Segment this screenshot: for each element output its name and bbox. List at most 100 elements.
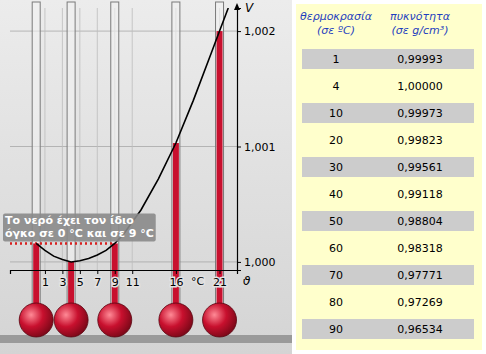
annotation-patch <box>3 213 156 241</box>
y-tick-mark <box>237 147 241 148</box>
x-tick: 21 <box>213 270 227 289</box>
liquid-column <box>173 143 179 270</box>
x-axis-title: ϑ <box>243 274 251 288</box>
table-cell: 10 <box>329 107 343 120</box>
flask-bulb <box>203 303 237 337</box>
table-cell: 0,98318 <box>397 242 443 255</box>
table-background <box>296 4 482 350</box>
x-axis: 13579 11 16 21 <box>11 270 238 289</box>
table-cell: 0,99993 <box>397 53 443 66</box>
liquid-column <box>112 243 118 270</box>
table-cell: 1,00000 <box>397 80 443 93</box>
y-tick: 1,000 <box>237 256 276 269</box>
chart-background <box>0 0 292 354</box>
flask-bulb <box>54 303 88 337</box>
y-axis-title: V <box>245 1 254 15</box>
table-header: πυκνότητα(σε g/cm³) <box>390 10 451 37</box>
table-cell: 90 <box>329 323 343 336</box>
grid-line-y <box>10 31 237 32</box>
table-row-band <box>302 265 474 285</box>
y-tick-mark <box>237 262 241 263</box>
chart-root: 135791116211,0001,0011,002Vϑ°CΤο νερό έχ… <box>0 0 486 354</box>
x-tick-mark <box>62 270 63 274</box>
table-header-line: (σε g/cm³) <box>392 24 449 37</box>
table-cell: 0,99973 <box>397 107 443 120</box>
x-tick-label: 1 <box>42 276 49 289</box>
liquid-column <box>217 31 223 270</box>
y-tick-label: 1,001 <box>244 141 276 154</box>
x-tick-label: 11 <box>126 276 140 289</box>
y-tick: 1,002 <box>237 25 276 38</box>
table-cell: 0,99118 <box>397 188 443 201</box>
x-tick-mark <box>45 270 46 274</box>
grid-line-y <box>10 261 237 262</box>
x-tick: 9 <box>112 270 119 289</box>
table-cell: 4 <box>333 80 340 93</box>
flask-bulb <box>19 303 53 337</box>
liquid-column <box>33 243 39 270</box>
table-cell: 30 <box>329 161 343 174</box>
annotation-text: όγκο σε 0 °C και σε 9 °C <box>5 227 154 240</box>
y-tick-label: 1,002 <box>244 25 276 38</box>
y-axis-arrow <box>234 3 240 10</box>
chart-svg: 135791116211,0001,0011,002Vϑ°CΤο νερό έχ… <box>0 0 486 354</box>
table-cell: 0,99823 <box>397 134 443 147</box>
tube <box>32 2 40 307</box>
table-cell: 20 <box>329 134 343 147</box>
grid-line-y <box>10 146 237 147</box>
x-tick-label: 5 <box>77 276 84 289</box>
table-row-band <box>302 49 474 69</box>
table-cell: 0,97771 <box>397 269 443 282</box>
y-axis: 1,000 1,001 1,002 <box>237 9 276 271</box>
table-cell: 70 <box>329 269 343 282</box>
flasks <box>0 270 292 343</box>
x-tick: 3 <box>59 270 66 289</box>
table-header-line: (σε ºC) <box>317 24 355 37</box>
table-cell: 0,99561 <box>397 161 443 174</box>
shelf <box>0 335 292 343</box>
x-tick: 16 <box>169 270 183 289</box>
table-header: θερμοκρασία(σε ºC) <box>300 10 373 37</box>
y-tick-mark <box>237 31 241 32</box>
x-tick-mark <box>176 270 177 274</box>
x-tick-label: 7 <box>94 276 101 289</box>
table-row-band <box>302 103 474 123</box>
y-tick: 1,001 <box>237 141 276 154</box>
table-cell: 60 <box>329 242 343 255</box>
tube <box>111 2 119 307</box>
table-cell: 80 <box>329 296 343 309</box>
tube <box>172 2 180 307</box>
table-cell: 0,97269 <box>397 296 443 309</box>
table-row-band <box>302 157 474 177</box>
liquid-column <box>68 262 74 270</box>
x-tick-label: 21 <box>213 276 227 289</box>
x-axis-line <box>11 271 238 275</box>
x-tick-label: 16 <box>169 276 183 289</box>
x-tick: 1 <box>42 270 49 289</box>
y-axis-line <box>238 9 242 271</box>
x-tick: 5 <box>77 270 84 289</box>
table-header-line: θερμοκρασία <box>300 10 373 23</box>
table: θερμοκρασία(σε ºC) πυκνότητα(σε g/cm³) 1 0,… <box>296 4 482 350</box>
x-tick: 11 <box>126 270 140 289</box>
table-row-band <box>302 211 474 231</box>
x-tick-mark <box>132 270 133 274</box>
annotation-line <box>10 242 115 245</box>
table-cell: 40 <box>329 188 343 201</box>
table-row-band <box>302 319 474 339</box>
flask-bulb <box>159 303 193 337</box>
table-cell: 0,96534 <box>397 323 443 336</box>
tubes <box>32 2 223 307</box>
x-tick-mark <box>115 270 116 274</box>
x-tick-mark <box>97 270 98 274</box>
table-cell: 50 <box>329 215 343 228</box>
x-tick-mark <box>80 270 81 274</box>
x-unit-label: °C <box>191 275 205 288</box>
table-cell: 1 <box>333 53 340 66</box>
flask-bulb <box>98 303 132 337</box>
x-tick: 7 <box>94 270 101 289</box>
x-tick-label: 9 <box>112 276 119 289</box>
tube <box>216 2 224 307</box>
table-cell: 0,98804 <box>397 215 443 228</box>
x-tick-mark <box>220 270 221 274</box>
